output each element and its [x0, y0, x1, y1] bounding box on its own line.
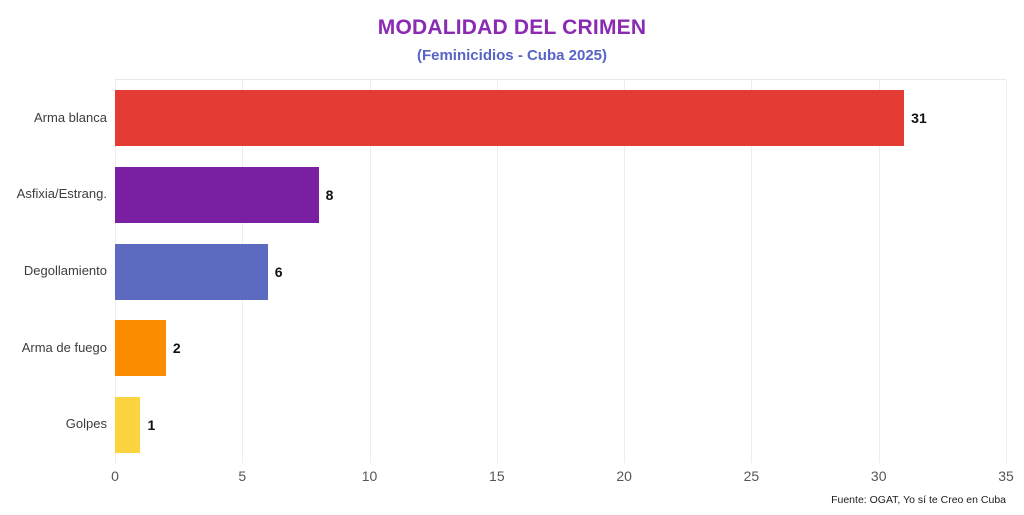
bar — [115, 166, 319, 223]
chart-subtitle: (Feminicidios - Cuba 2025) — [416, 47, 608, 64]
bar — [115, 320, 166, 377]
x-tick-label: 0 — [111, 468, 119, 484]
category-label: Arma de fuego — [21, 339, 107, 355]
x-tick-label: 25 — [743, 468, 760, 484]
bar — [115, 243, 268, 300]
category-label: Degollamiento — [23, 263, 107, 278]
value-label: 2 — [172, 340, 181, 357]
chart-header: MODALIDAD DEL CRIMEN (Feminicidios - Cub… — [0, 0, 1024, 64]
x-tick-label: 15 — [489, 468, 505, 484]
value-label: 31 — [911, 110, 927, 127]
gridline — [1006, 80, 1007, 463]
gridline — [624, 80, 626, 463]
value-label: 8 — [325, 186, 334, 203]
x-tick-label: 30 — [870, 468, 887, 484]
bar — [115, 396, 141, 453]
category-label: Golpes — [65, 416, 107, 432]
gridline — [496, 80, 498, 463]
x-tick-label: 20 — [616, 468, 632, 484]
category-label: Arma blanca — [34, 109, 107, 125]
bar — [115, 90, 905, 147]
category-label: Asfixia/Estrang. — [16, 186, 107, 202]
plot-area: 0 5 10 15 20 25 30 35 31 8 6 2 1 — [111, 79, 1014, 484]
x-tick-label: 10 — [361, 468, 378, 484]
value-label: 6 — [274, 263, 283, 280]
category-axis: Arma blanca Asfixia/Estrang. Degollamiento… — [0, 79, 107, 462]
x-tick-label: 5 — [238, 468, 247, 484]
gridline — [878, 80, 880, 463]
gridline — [751, 80, 753, 463]
x-tick-label: 35 — [998, 468, 1014, 484]
value-label: 1 — [147, 416, 156, 433]
source-note: Fuente: OGAT, Yo sí te Creo en Cuba — [831, 494, 1006, 506]
chart-title: MODALIDAD DEL CRIMEN — [377, 16, 647, 39]
gridline — [369, 80, 371, 463]
